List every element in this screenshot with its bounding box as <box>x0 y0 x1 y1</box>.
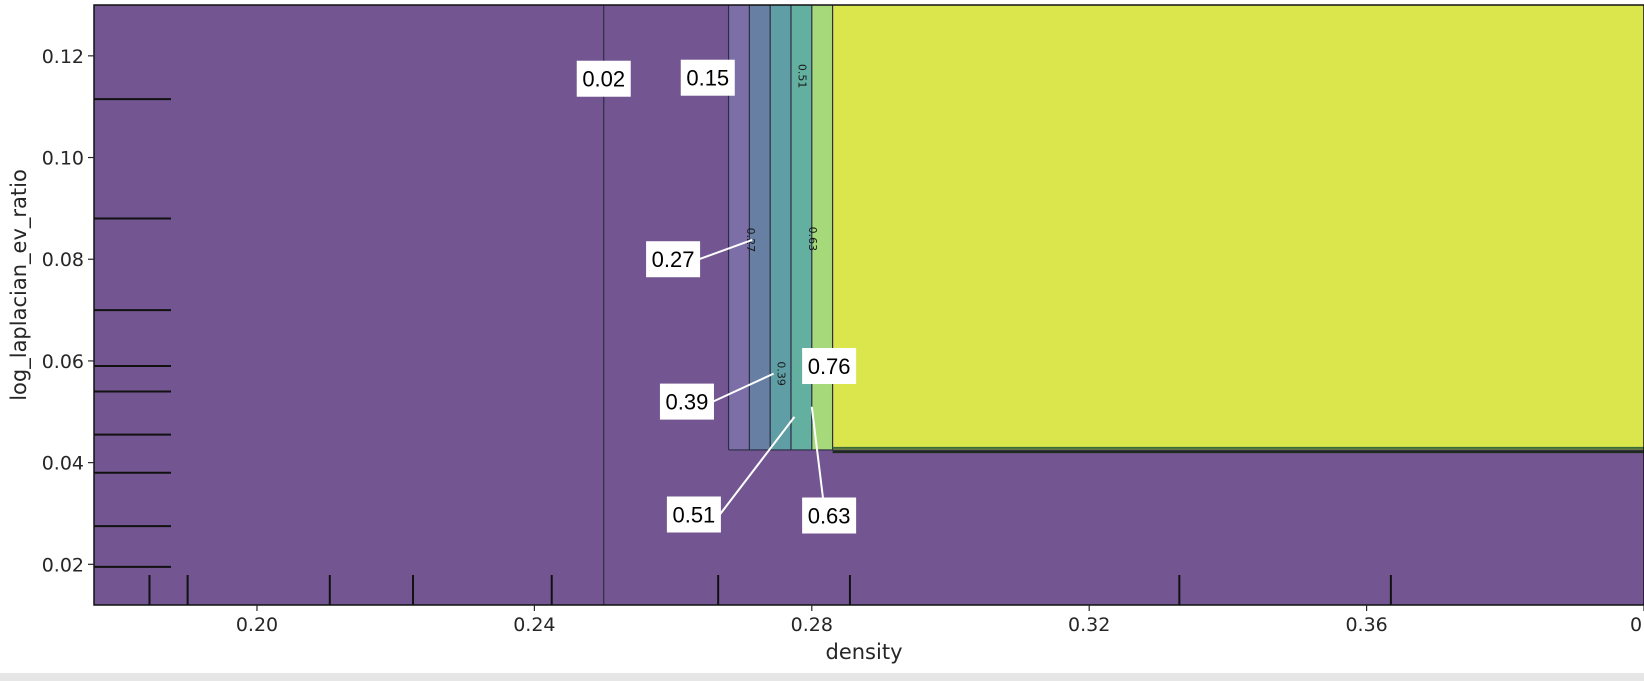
callout-box <box>646 241 701 278</box>
callout-box <box>802 348 857 385</box>
callout-label: 0.76 <box>808 354 851 379</box>
y-tick-label: 0.06 <box>42 351 84 373</box>
contour-band <box>832 5 1644 450</box>
callout-box <box>680 59 735 96</box>
callout-label: 0.51 <box>672 502 715 527</box>
x-tick-label: 0.24 <box>513 614 555 636</box>
y-tick-label: 0.08 <box>42 249 84 271</box>
x-tick-label: 0.36 <box>1345 614 1387 636</box>
callout-box <box>576 60 631 97</box>
x-tick-label: 0.28 <box>791 614 833 636</box>
contour-band <box>770 5 791 450</box>
contour-band <box>749 5 771 450</box>
contour-inline-label: 0.39 <box>775 361 788 386</box>
contour-inline-label: 0.51 <box>795 64 808 89</box>
callout-leader-line <box>712 372 775 403</box>
callout-label: 0.15 <box>686 66 729 91</box>
y-tick-label: 0.12 <box>42 46 84 68</box>
contour-inline-label: 0.63 <box>806 227 819 252</box>
y-axis-title: log_laplacian_ev_ratio <box>7 169 32 401</box>
callout-leader-line <box>698 238 753 261</box>
contour-band <box>728 5 750 450</box>
callout-labels: 0.02 0.15 0.27 0.39 0.51 0.63 0.76 <box>576 59 857 534</box>
contour-band <box>790 5 812 450</box>
x-axis-title: density <box>826 640 903 664</box>
callout-leader-line <box>719 416 796 516</box>
plot-area: 0.27 0.39 0.51 0.63 <box>94 5 1644 605</box>
x-tick-label: 0.20 <box>236 614 278 636</box>
y-tick-label: 0.10 <box>42 148 84 170</box>
window-bottom-edge <box>0 673 1644 681</box>
callout-box <box>659 383 714 420</box>
callout-label: 0.27 <box>652 247 695 272</box>
y-tick-label: 0.02 <box>42 554 84 576</box>
axes: 0.20 0.24 0.28 0.32 0.36 0.4 0.02 0.04 0.06 0.08 0… <box>42 4 1644 636</box>
callout-leader-line <box>810 406 827 516</box>
callout-box <box>666 496 721 533</box>
contour-band <box>811 5 833 450</box>
callout-box <box>802 497 857 534</box>
plot-frame <box>93 4 1644 606</box>
callout-label: 0.02 <box>582 67 625 92</box>
y-tick-label: 0.04 <box>42 453 84 475</box>
x-tick-label: 0.4 <box>1630 614 1644 636</box>
x-tick-label: 0.32 <box>1068 614 1110 636</box>
callout-label: 0.39 <box>666 390 709 415</box>
callout-label: 0.63 <box>808 504 851 529</box>
